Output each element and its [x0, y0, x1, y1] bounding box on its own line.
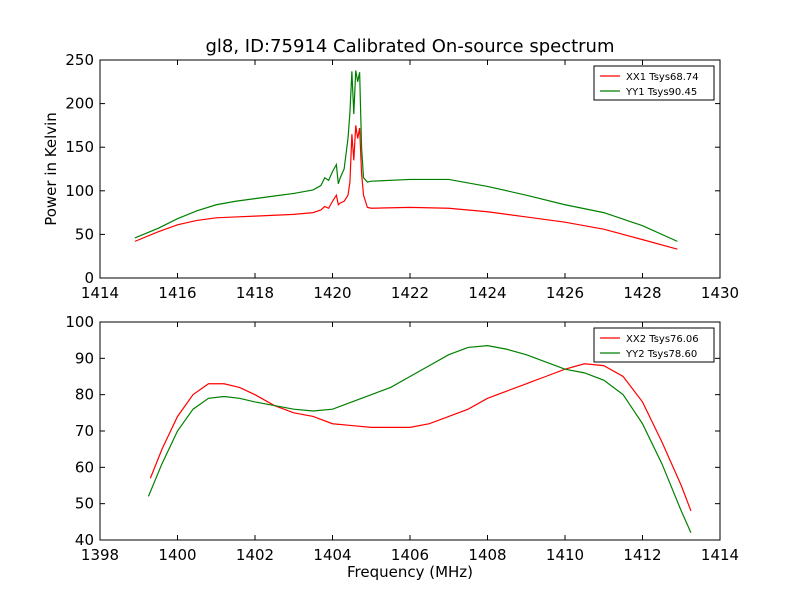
- bottom-plot: 1398 1400 1402 1404 1406 1408 1410 1412 1414 40 50…: [65, 313, 739, 581]
- x-tick-label: 1408: [468, 546, 506, 564]
- y-tick-label: 60: [75, 458, 94, 476]
- y-tick-label: 90: [75, 349, 94, 367]
- x-tick-label: 1428: [623, 284, 661, 302]
- x-tick-label: 1418: [236, 284, 274, 302]
- legend-box: [593, 327, 715, 363]
- x-tick-label: 1426: [546, 284, 584, 302]
- y-tick-label: 100: [65, 182, 94, 200]
- legend-label: XX2 Tsys76.06: [626, 334, 699, 345]
- y-tick-label: 100: [65, 313, 94, 331]
- x-tick-label: 1414: [81, 284, 119, 302]
- series-line-xx: [134, 125, 678, 250]
- x-tick-label: 1410: [546, 546, 584, 564]
- x-tick-label: 1414: [701, 546, 739, 564]
- x-tick-label: 1400: [158, 546, 196, 564]
- x-tick-label: 1424: [468, 284, 506, 302]
- top-plot: 1414 1416 1418 1420 1422 1424 1426 1428 1430 0 50 1…: [42, 51, 739, 302]
- legend-label: YY1 Tsys90.45: [625, 87, 697, 98]
- x-axis-label: Frequency (MHz): [347, 563, 473, 581]
- legend-label: YY2 Tsys78.60: [625, 349, 697, 360]
- y-tick-label: 150: [65, 138, 94, 156]
- y-axis-label: Power in Kelvin: [42, 112, 60, 226]
- y-tick-label: 250: [65, 51, 94, 69]
- series-line-yy: [147, 345, 692, 533]
- x-tick-label: 1420: [313, 284, 351, 302]
- y-tick-label: 50: [75, 225, 94, 243]
- y-tick-label: 50: [75, 495, 94, 513]
- x-tick-label: 1402: [236, 546, 274, 564]
- y-tick-label: 200: [65, 95, 94, 113]
- series-line-xx: [149, 363, 692, 512]
- y-tick-label: 80: [75, 386, 94, 404]
- legend-box: [593, 65, 715, 101]
- series-line-yy: [134, 70, 678, 242]
- y-tick-label: 0: [84, 269, 94, 287]
- x-tick-label: 1404: [313, 546, 351, 564]
- x-tick-label: 1422: [391, 284, 429, 302]
- x-tick-label: 1430: [701, 284, 739, 302]
- x-tick-label: 1398: [81, 546, 119, 564]
- x-tick-label: 1416: [158, 284, 196, 302]
- chart-title: gl8, ID:75914 Calibrated On-source spect…: [205, 36, 614, 57]
- legend-label: XX1 Tsys68.74: [626, 72, 699, 83]
- y-tick-label: 70: [75, 422, 94, 440]
- y-tick-label: 40: [75, 531, 94, 549]
- x-tick-label: 1406: [391, 546, 429, 564]
- x-tick-label: 1412: [623, 546, 661, 564]
